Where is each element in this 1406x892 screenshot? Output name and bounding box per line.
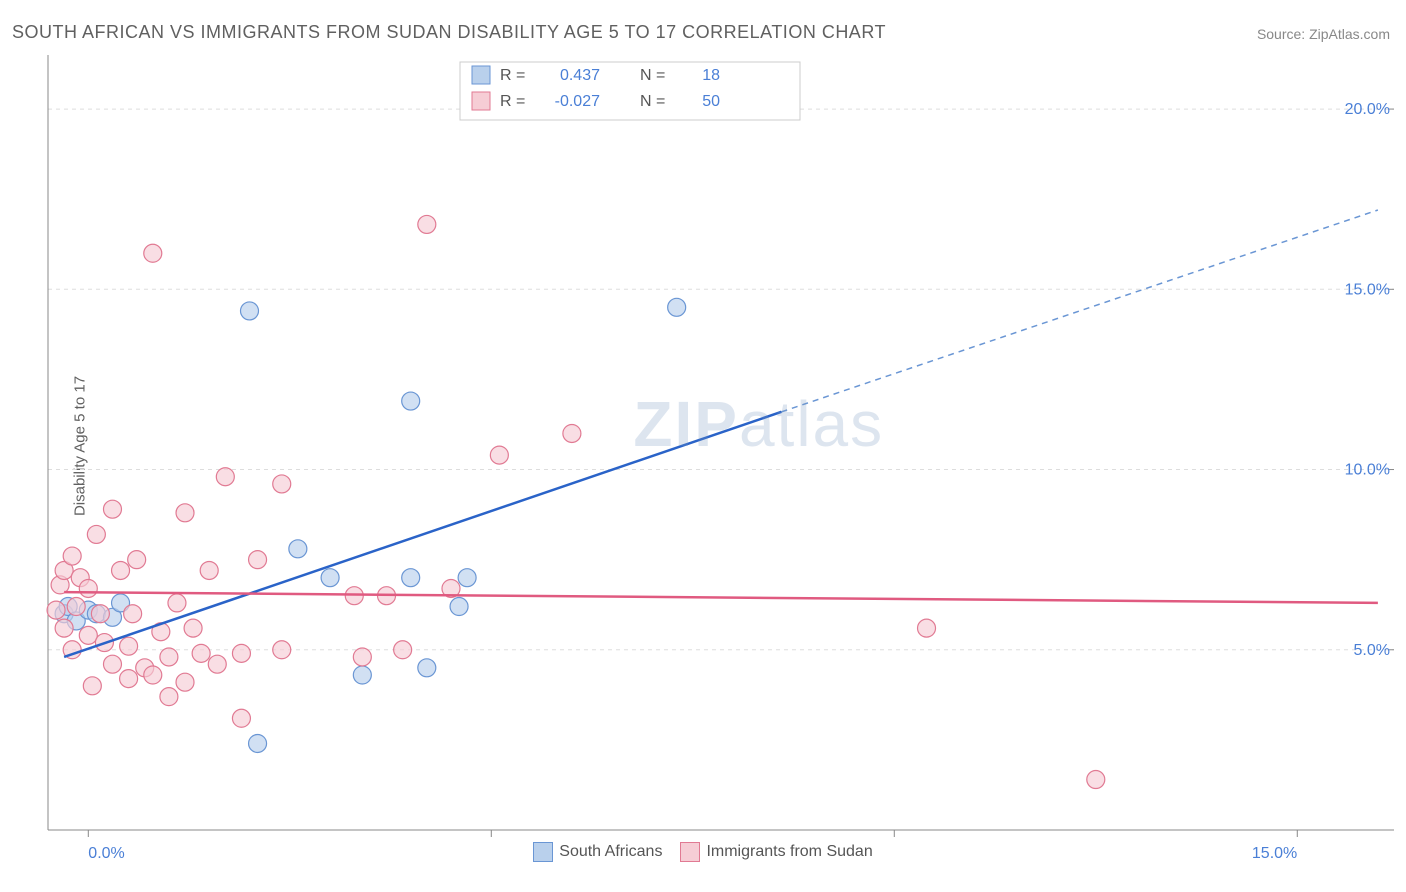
data-point: [273, 475, 291, 493]
data-point: [184, 619, 202, 637]
chart-container: SOUTH AFRICAN VS IMMIGRANTS FROM SUDAN D…: [0, 0, 1406, 892]
legend-r-value: 0.437: [560, 67, 600, 84]
legend-n-label: N =: [640, 67, 665, 84]
data-point: [918, 619, 936, 637]
data-point: [273, 641, 291, 659]
data-point: [200, 561, 218, 579]
legend-label: Immigrants from Sudan: [706, 843, 872, 860]
data-point: [79, 579, 97, 597]
data-point: [249, 734, 267, 752]
data-point: [490, 446, 508, 464]
data-point: [120, 670, 138, 688]
data-point: [418, 659, 436, 677]
data-point: [176, 673, 194, 691]
data-point: [63, 547, 81, 565]
data-point: [67, 598, 85, 616]
legend-swatch: [472, 92, 490, 110]
data-point: [668, 298, 686, 316]
y-tick-label: 5.0%: [1354, 642, 1390, 659]
data-point: [144, 666, 162, 684]
data-point: [103, 655, 121, 673]
data-point: [144, 244, 162, 262]
data-point: [232, 709, 250, 727]
data-point: [192, 644, 210, 662]
legend-r-label: R =: [500, 67, 525, 84]
trend-line: [64, 412, 781, 657]
data-point: [160, 688, 178, 706]
data-point: [450, 598, 468, 616]
trend-line: [64, 592, 1378, 603]
data-point: [458, 569, 476, 587]
data-point: [112, 561, 130, 579]
data-point: [79, 626, 97, 644]
data-point: [176, 504, 194, 522]
data-point: [321, 569, 339, 587]
data-point: [168, 594, 186, 612]
data-point: [120, 637, 138, 655]
data-point: [55, 619, 73, 637]
data-point: [216, 468, 234, 486]
scatter-plot: 0.0%15.0%5.0%10.0%15.0%20.0%R =0.437N =1…: [0, 0, 1406, 892]
data-point: [240, 302, 258, 320]
legend-r-value: -0.027: [555, 93, 600, 110]
legend-n-value: 18: [702, 67, 720, 84]
data-point: [289, 540, 307, 558]
bottom-legend-item: Immigrants from Sudan: [680, 842, 872, 862]
data-point: [47, 601, 65, 619]
data-point: [1087, 771, 1105, 789]
data-point: [402, 392, 420, 410]
y-tick-label: 10.0%: [1345, 462, 1390, 479]
legend-swatch: [472, 66, 490, 84]
data-point: [418, 215, 436, 233]
trend-line-extension: [781, 210, 1377, 412]
data-point: [402, 569, 420, 587]
data-point: [83, 677, 101, 695]
data-point: [87, 525, 105, 543]
legend-n-label: N =: [640, 93, 665, 110]
legend-swatch: [680, 842, 700, 862]
data-point: [208, 655, 226, 673]
data-point: [91, 605, 109, 623]
data-point: [249, 551, 267, 569]
data-point: [124, 605, 142, 623]
data-point: [353, 648, 371, 666]
legend-swatch: [533, 842, 553, 862]
data-point: [128, 551, 146, 569]
legend-n-value: 50: [702, 93, 720, 110]
data-point: [394, 641, 412, 659]
data-point: [563, 424, 581, 442]
data-point: [160, 648, 178, 666]
y-tick-label: 15.0%: [1345, 281, 1390, 298]
bottom-legend-item: South Africans: [533, 842, 662, 862]
y-tick-label: 20.0%: [1345, 101, 1390, 118]
legend-label: South Africans: [559, 843, 662, 860]
data-point: [232, 644, 250, 662]
bottom-legend: South Africans Immigrants from Sudan: [0, 842, 1406, 862]
data-point: [103, 500, 121, 518]
legend-r-label: R =: [500, 93, 525, 110]
data-point: [353, 666, 371, 684]
